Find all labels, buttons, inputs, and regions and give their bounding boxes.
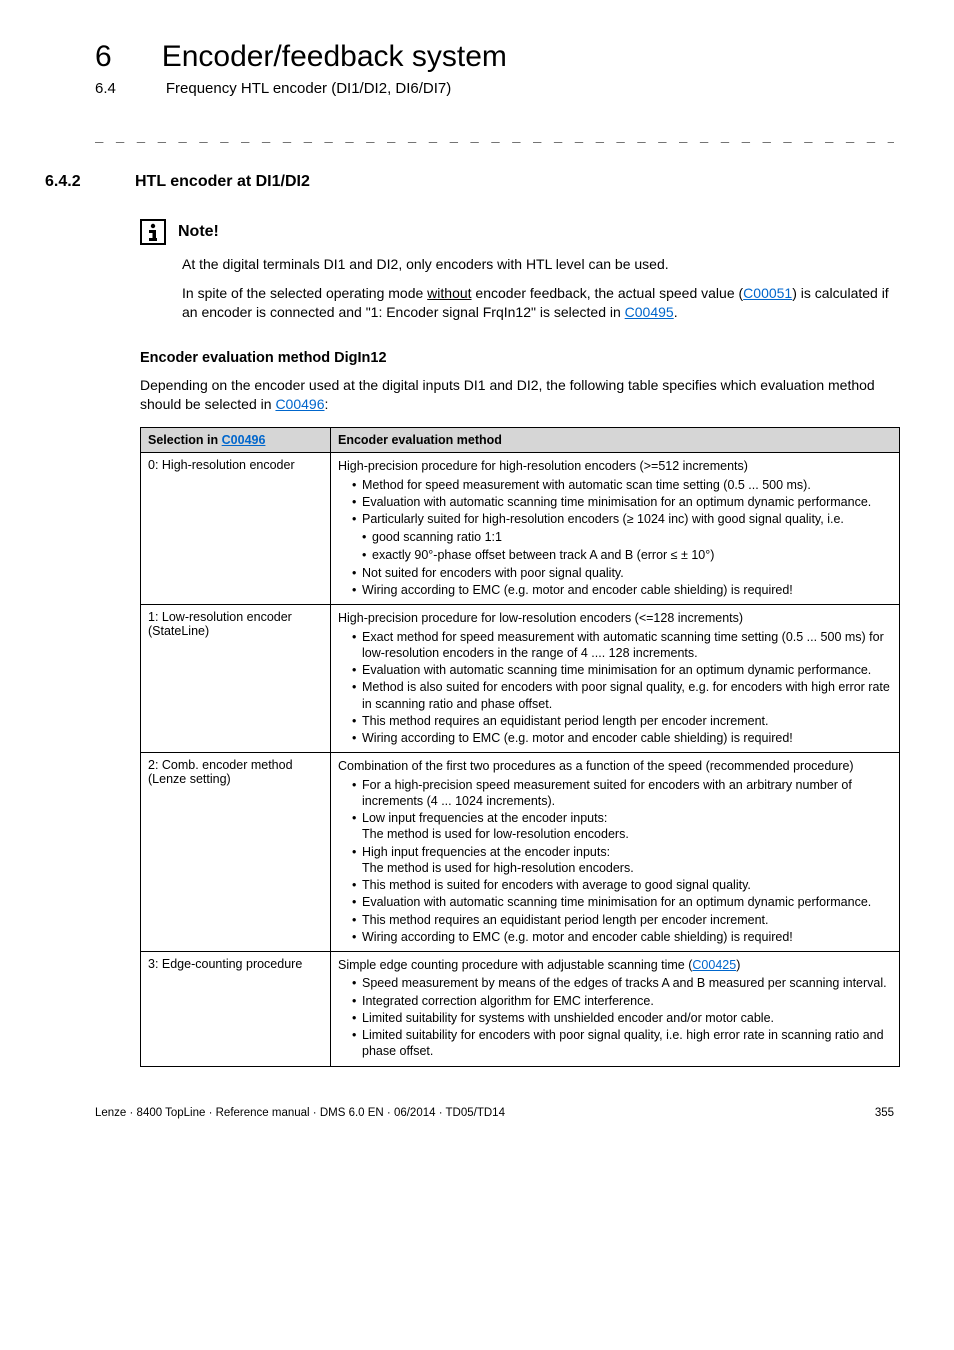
note-paragraph: At the digital terminals DI1 and DI2, on… bbox=[182, 255, 894, 274]
bullet-list: Speed measurement by means of the edges … bbox=[338, 975, 892, 1059]
bullet-list: Method for speed measurement with automa… bbox=[338, 477, 892, 528]
method-cell: Simple edge counting procedure with adju… bbox=[331, 952, 900, 1067]
eval-heading: Encoder evaluation method DigIn12 bbox=[140, 350, 894, 366]
list-item: This method is suited for encoders with … bbox=[352, 877, 892, 893]
list-item: Method for speed measurement with automa… bbox=[352, 477, 892, 493]
code-link[interactable]: C00425 bbox=[692, 958, 736, 972]
list-item: exactly 90°-phase offset between track A… bbox=[362, 547, 892, 563]
method-cell: Combination of the first two procedures … bbox=[331, 753, 900, 952]
list-item: For a high-precision speed measurement s… bbox=[352, 777, 892, 810]
list-item: Evaluation with automatic scanning time … bbox=[352, 662, 892, 678]
cell-lead: Combination of the first two procedures … bbox=[338, 758, 892, 774]
list-item: Particularly suited for high-resolution … bbox=[352, 511, 892, 527]
note-underline: without bbox=[427, 285, 471, 301]
info-icon bbox=[140, 219, 166, 245]
horizontal-rule: _ _ _ _ _ _ _ _ _ _ _ _ _ _ _ _ _ _ _ _ … bbox=[95, 127, 894, 143]
list-item: Limited suitability for systems with uns… bbox=[352, 1010, 892, 1026]
subsection-title: Frequency HTL encoder (DI1/DI2, DI6/DI7) bbox=[166, 80, 451, 97]
footer-left: Lenze · 8400 TopLine · Reference manual … bbox=[95, 1107, 505, 1119]
list-item: Speed measurement by means of the edges … bbox=[352, 975, 892, 991]
subsection-header: 6.4 Frequency HTL encoder (DI1/DI2, DI6/… bbox=[95, 80, 894, 97]
code-link[interactable]: C00496 bbox=[222, 433, 266, 447]
note-text: . bbox=[674, 304, 678, 320]
code-link[interactable]: C00495 bbox=[625, 304, 674, 320]
list-item: Method is also suited for encoders with … bbox=[352, 679, 892, 712]
eval-intro-text: Depending on the encoder used at the dig… bbox=[140, 377, 875, 412]
list-item: Wiring according to EMC (e.g. motor and … bbox=[352, 730, 892, 746]
cell-lead-text: Simple edge counting procedure with adju… bbox=[338, 958, 692, 972]
table-header-method: Encoder evaluation method bbox=[331, 428, 900, 453]
list-item: Evaluation with automatic scanning time … bbox=[352, 494, 892, 510]
note-block: Note! At the digital terminals DI1 and D… bbox=[140, 219, 894, 322]
table-row: 1: Low-resolution encoder (StateLine) Hi… bbox=[141, 605, 900, 753]
list-item: Limited suitability for encoders with po… bbox=[352, 1027, 892, 1060]
list-item: Not suited for encoders with poor signal… bbox=[352, 565, 892, 581]
note-text: In spite of the selected operating mode bbox=[182, 285, 427, 301]
selection-cell: 0: High-resolution encoder bbox=[141, 453, 331, 605]
chapter-header: 6 Encoder/feedback system bbox=[95, 40, 894, 74]
cell-lead-text: ) bbox=[736, 958, 740, 972]
footer-page-number: 355 bbox=[875, 1107, 894, 1119]
note-head: Note! bbox=[140, 219, 894, 245]
bullet-list: For a high-precision speed measurement s… bbox=[338, 777, 892, 946]
table-header-row: Selection in C00496 Encoder evaluation m… bbox=[141, 428, 900, 453]
eval-intro-text: : bbox=[324, 396, 328, 412]
list-item: Wiring according to EMC (e.g. motor and … bbox=[352, 582, 892, 598]
chapter-title: Encoder/feedback system bbox=[162, 40, 507, 74]
list-item: Integrated correction algorithm for EMC … bbox=[352, 993, 892, 1009]
list-item: Evaluation with automatic scanning time … bbox=[352, 894, 892, 910]
table-row: 0: High-resolution encoder High-precisio… bbox=[141, 453, 900, 605]
section-header: 6.4.2 HTL encoder at DI1/DI2 bbox=[45, 173, 894, 191]
table-row: 3: Edge-counting procedure Simple edge c… bbox=[141, 952, 900, 1067]
sub-bullet-list: good scanning ratio 1:1 exactly 90°-phas… bbox=[338, 529, 892, 563]
method-cell: High-precision procedure for high-resolu… bbox=[331, 453, 900, 605]
list-item: This method requires an equidistant peri… bbox=[352, 912, 892, 928]
bullet-list: Exact method for speed measurement with … bbox=[338, 629, 892, 747]
section-number: 6.4.2 bbox=[45, 173, 95, 191]
th-text: Selection in bbox=[148, 433, 222, 447]
cell-lead: High-precision procedure for high-resolu… bbox=[338, 458, 892, 474]
list-item: This method requires an equidistant peri… bbox=[352, 713, 892, 729]
note-paragraph: In spite of the selected operating mode … bbox=[182, 284, 894, 322]
list-item: good scanning ratio 1:1 bbox=[362, 529, 892, 545]
note-label: Note! bbox=[178, 223, 219, 241]
list-item: Low input frequencies at the encoder inp… bbox=[352, 810, 892, 843]
code-link[interactable]: C00051 bbox=[743, 285, 792, 301]
eval-intro: Depending on the encoder used at the dig… bbox=[140, 376, 894, 414]
section-title: HTL encoder at DI1/DI2 bbox=[135, 173, 310, 191]
cell-lead: High-precision procedure for low-resolut… bbox=[338, 610, 892, 626]
cell-lead: Simple edge counting procedure with adju… bbox=[338, 957, 892, 973]
page-footer: Lenze · 8400 TopLine · Reference manual … bbox=[95, 1107, 894, 1119]
selection-cell: 3: Edge-counting procedure bbox=[141, 952, 331, 1067]
eval-table: Selection in C00496 Encoder evaluation m… bbox=[140, 427, 900, 1066]
list-item: Wiring according to EMC (e.g. motor and … bbox=[352, 929, 892, 945]
note-body: At the digital terminals DI1 and DI2, on… bbox=[140, 255, 894, 322]
subsection-number: 6.4 bbox=[95, 80, 116, 97]
bullet-list: Not suited for encoders with poor signal… bbox=[338, 565, 892, 599]
selection-cell: 2: Comb. encoder method (Lenze setting) bbox=[141, 753, 331, 952]
selection-cell: 1: Low-resolution encoder (StateLine) bbox=[141, 605, 331, 753]
table-header-selection: Selection in C00496 bbox=[141, 428, 331, 453]
list-item: Exact method for speed measurement with … bbox=[352, 629, 892, 662]
note-text: encoder feedback, the actual speed value… bbox=[472, 285, 744, 301]
chapter-number: 6 bbox=[95, 40, 112, 74]
code-link[interactable]: C00496 bbox=[275, 396, 324, 412]
list-item: High input frequencies at the encoder in… bbox=[352, 844, 892, 877]
method-cell: High-precision procedure for low-resolut… bbox=[331, 605, 900, 753]
table-row: 2: Comb. encoder method (Lenze setting) … bbox=[141, 753, 900, 952]
